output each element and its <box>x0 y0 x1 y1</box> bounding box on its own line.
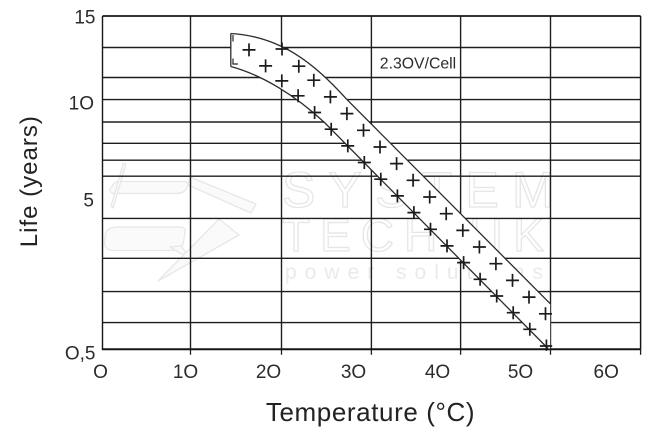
svg-text:1O: 1O <box>69 93 94 114</box>
svg-text:O: O <box>93 362 108 383</box>
svg-text:4O: 4O <box>425 362 450 383</box>
svg-text:2.3OV/Cell: 2.3OV/Cell <box>380 55 456 72</box>
svg-text:5O: 5O <box>508 362 533 383</box>
svg-text:3O: 3O <box>341 362 366 383</box>
svg-text:1O: 1O <box>173 362 198 383</box>
svg-text:5: 5 <box>83 191 94 212</box>
svg-text:Temperature (°C): Temperature (°C) <box>266 397 475 427</box>
svg-text:O,5: O,5 <box>65 343 96 364</box>
svg-text:Life (years): Life (years) <box>16 115 43 247</box>
svg-text:2O: 2O <box>256 362 281 383</box>
svg-text:6O: 6O <box>594 362 619 383</box>
svg-text:TECHNIK: TECHNIK <box>282 209 554 261</box>
svg-text:15: 15 <box>74 7 95 28</box>
